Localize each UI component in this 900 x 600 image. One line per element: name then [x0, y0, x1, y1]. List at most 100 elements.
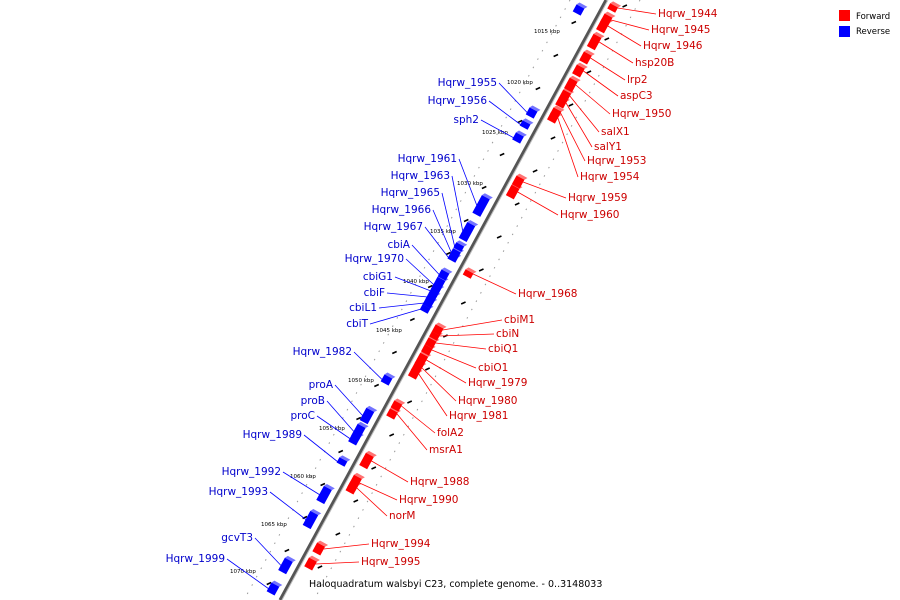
tick-label: 1020 kbp: [507, 80, 533, 86]
leader-line: [432, 209, 452, 254]
reverse-gene-label: Hqrw_1993: [209, 486, 268, 498]
leader-line: [426, 359, 467, 384]
leader-line: [269, 491, 307, 521]
forward-gene-label: Hqrw_1944: [658, 8, 718, 20]
leader-line: [326, 400, 355, 433]
reverse-gene-label: Hqrw_1970: [345, 253, 404, 265]
leader-line: [451, 175, 464, 233]
forward-gene-label: Hqrw_1968: [518, 288, 577, 300]
forward-gene-label: Hqrw_1954: [580, 171, 640, 183]
leader-line: [315, 561, 360, 565]
leader-line: [254, 537, 282, 567]
reverse-gene-label: Hqrw_1967: [364, 221, 423, 233]
leader-line: [590, 57, 626, 81]
leader-line: [386, 292, 428, 298]
forward-gene-glyph: [359, 450, 377, 470]
forward-gene-glyph: [555, 95, 570, 109]
tick-labels: 1015 kbp 1020 kbp 1025 kbp 1030 kbp 1035 kbp…: [230, 29, 560, 575]
leader-line: [522, 181, 567, 199]
forward-gene-label: lrp2: [627, 74, 648, 86]
forward-gene-glyph: [312, 540, 329, 556]
tick-label: 1015 kbp: [534, 29, 560, 35]
leader-line: [611, 19, 650, 31]
leader-line: [480, 119, 515, 139]
gene-labels: Hqrw_1944 Hqrw_1945 Hqrw_1946 hsp20B lrp2 asp…: [166, 8, 718, 568]
forward-gene-glyph: [304, 555, 320, 571]
forward-gene-label: salY1: [594, 141, 622, 153]
leader-line: [439, 333, 495, 337]
tick-label: 1055 kbp: [319, 426, 345, 432]
leader-line: [424, 226, 450, 259]
forward-gene-glyph: [505, 182, 523, 200]
scale-dashes: [266, 4, 628, 586]
forward-gene-label: Hqrw_1945: [651, 24, 710, 36]
reverse-gene-label: cbiT: [346, 318, 368, 330]
reverse-gene-label: Hqrw_1966: [372, 204, 432, 216]
legend-forward-swatch: [839, 10, 850, 21]
reverse-gene-label: Hqrw_1992: [222, 466, 281, 478]
leader-line: [431, 349, 477, 369]
forward-gene-label: Hqrw_1950: [612, 108, 671, 120]
reverse-gene-label: cbiL1: [349, 302, 377, 314]
leader-line: [378, 302, 425, 309]
forward-gene-label: cbiQ1: [488, 343, 518, 355]
leader-line: [334, 384, 364, 417]
forward-gene-glyph: [386, 406, 401, 420]
leader-line: [517, 191, 559, 216]
reverse-gene-label: Hqrw_1989: [243, 429, 302, 441]
reverse-gene-label: Hqrw_1955: [438, 77, 497, 89]
forward-gene-label: Hqrw_1981: [449, 410, 508, 422]
forward-gene-label: aspC3: [620, 90, 653, 102]
tick-label: 1045 kbp: [376, 328, 402, 334]
forward-gene-label: Hqrw_1946: [643, 40, 703, 52]
leader-line: [569, 95, 600, 133]
forward-gene-label: Hqrw_1959: [568, 192, 627, 204]
forward-gene-label: Hqrw_1980: [458, 395, 517, 407]
reverse-gene-label: proC: [290, 410, 315, 422]
leader-line: [565, 102, 593, 148]
reverse-gene-glyph: [266, 580, 283, 596]
leader-line: [359, 482, 398, 501]
forward-gene-label: Hqrw_1960: [560, 209, 619, 221]
forward-gene-glyph: [579, 49, 595, 65]
forward-gene-label: Hqrw_1988: [410, 476, 469, 488]
forward-gene-glyph: [607, 1, 622, 13]
leader-line: [371, 460, 409, 483]
leader-line: [396, 413, 428, 451]
forward-gene-label: Hqrw_1994: [371, 538, 431, 550]
reverse-gene-glyph: [525, 105, 541, 119]
forward-gene-label: norM: [389, 510, 415, 522]
leader-line: [617, 7, 657, 15]
reverse-gene-glyph: [419, 302, 434, 314]
forward-guide-line: [313, 0, 641, 600]
forward-gene-glyph: [572, 62, 588, 78]
leader-line: [282, 471, 321, 496]
leader-line: [226, 558, 270, 590]
tick-label: 1035 kbp: [430, 229, 456, 235]
forward-gene-label: cbiM1: [504, 314, 535, 326]
reverse-gene-glyph: [380, 372, 396, 386]
reverse-gene-glyph: [472, 193, 493, 217]
reverse-gene-label: cbiG1: [363, 271, 393, 283]
leader-line: [557, 117, 579, 178]
leader-line: [394, 276, 432, 292]
forward-gene-label: folA2: [437, 427, 464, 439]
reverse-gene-glyph: [336, 455, 351, 467]
reverse-gene-label: cbiA: [387, 239, 410, 251]
forward-gene-glyph: [462, 267, 477, 279]
forward-gene-glyph: [407, 366, 423, 380]
tick-label: 1025 kbp: [482, 130, 508, 136]
reverse-gene-glyph: [458, 220, 479, 243]
forward-gene-glyph: [429, 329, 443, 341]
leader-line: [435, 342, 487, 350]
leader-line: [583, 70, 619, 97]
leader-line: [498, 82, 528, 114]
leader-line: [405, 258, 435, 286]
leader-line: [323, 543, 370, 550]
legend-reverse-swatch: [839, 26, 850, 37]
reverse-gene-label: gcvT3: [221, 532, 253, 544]
gene-glyphs: [266, 1, 622, 596]
leader-line: [575, 84, 611, 115]
reverse-gene-label: Hqrw_1982: [293, 346, 352, 358]
leader-line: [441, 192, 456, 248]
